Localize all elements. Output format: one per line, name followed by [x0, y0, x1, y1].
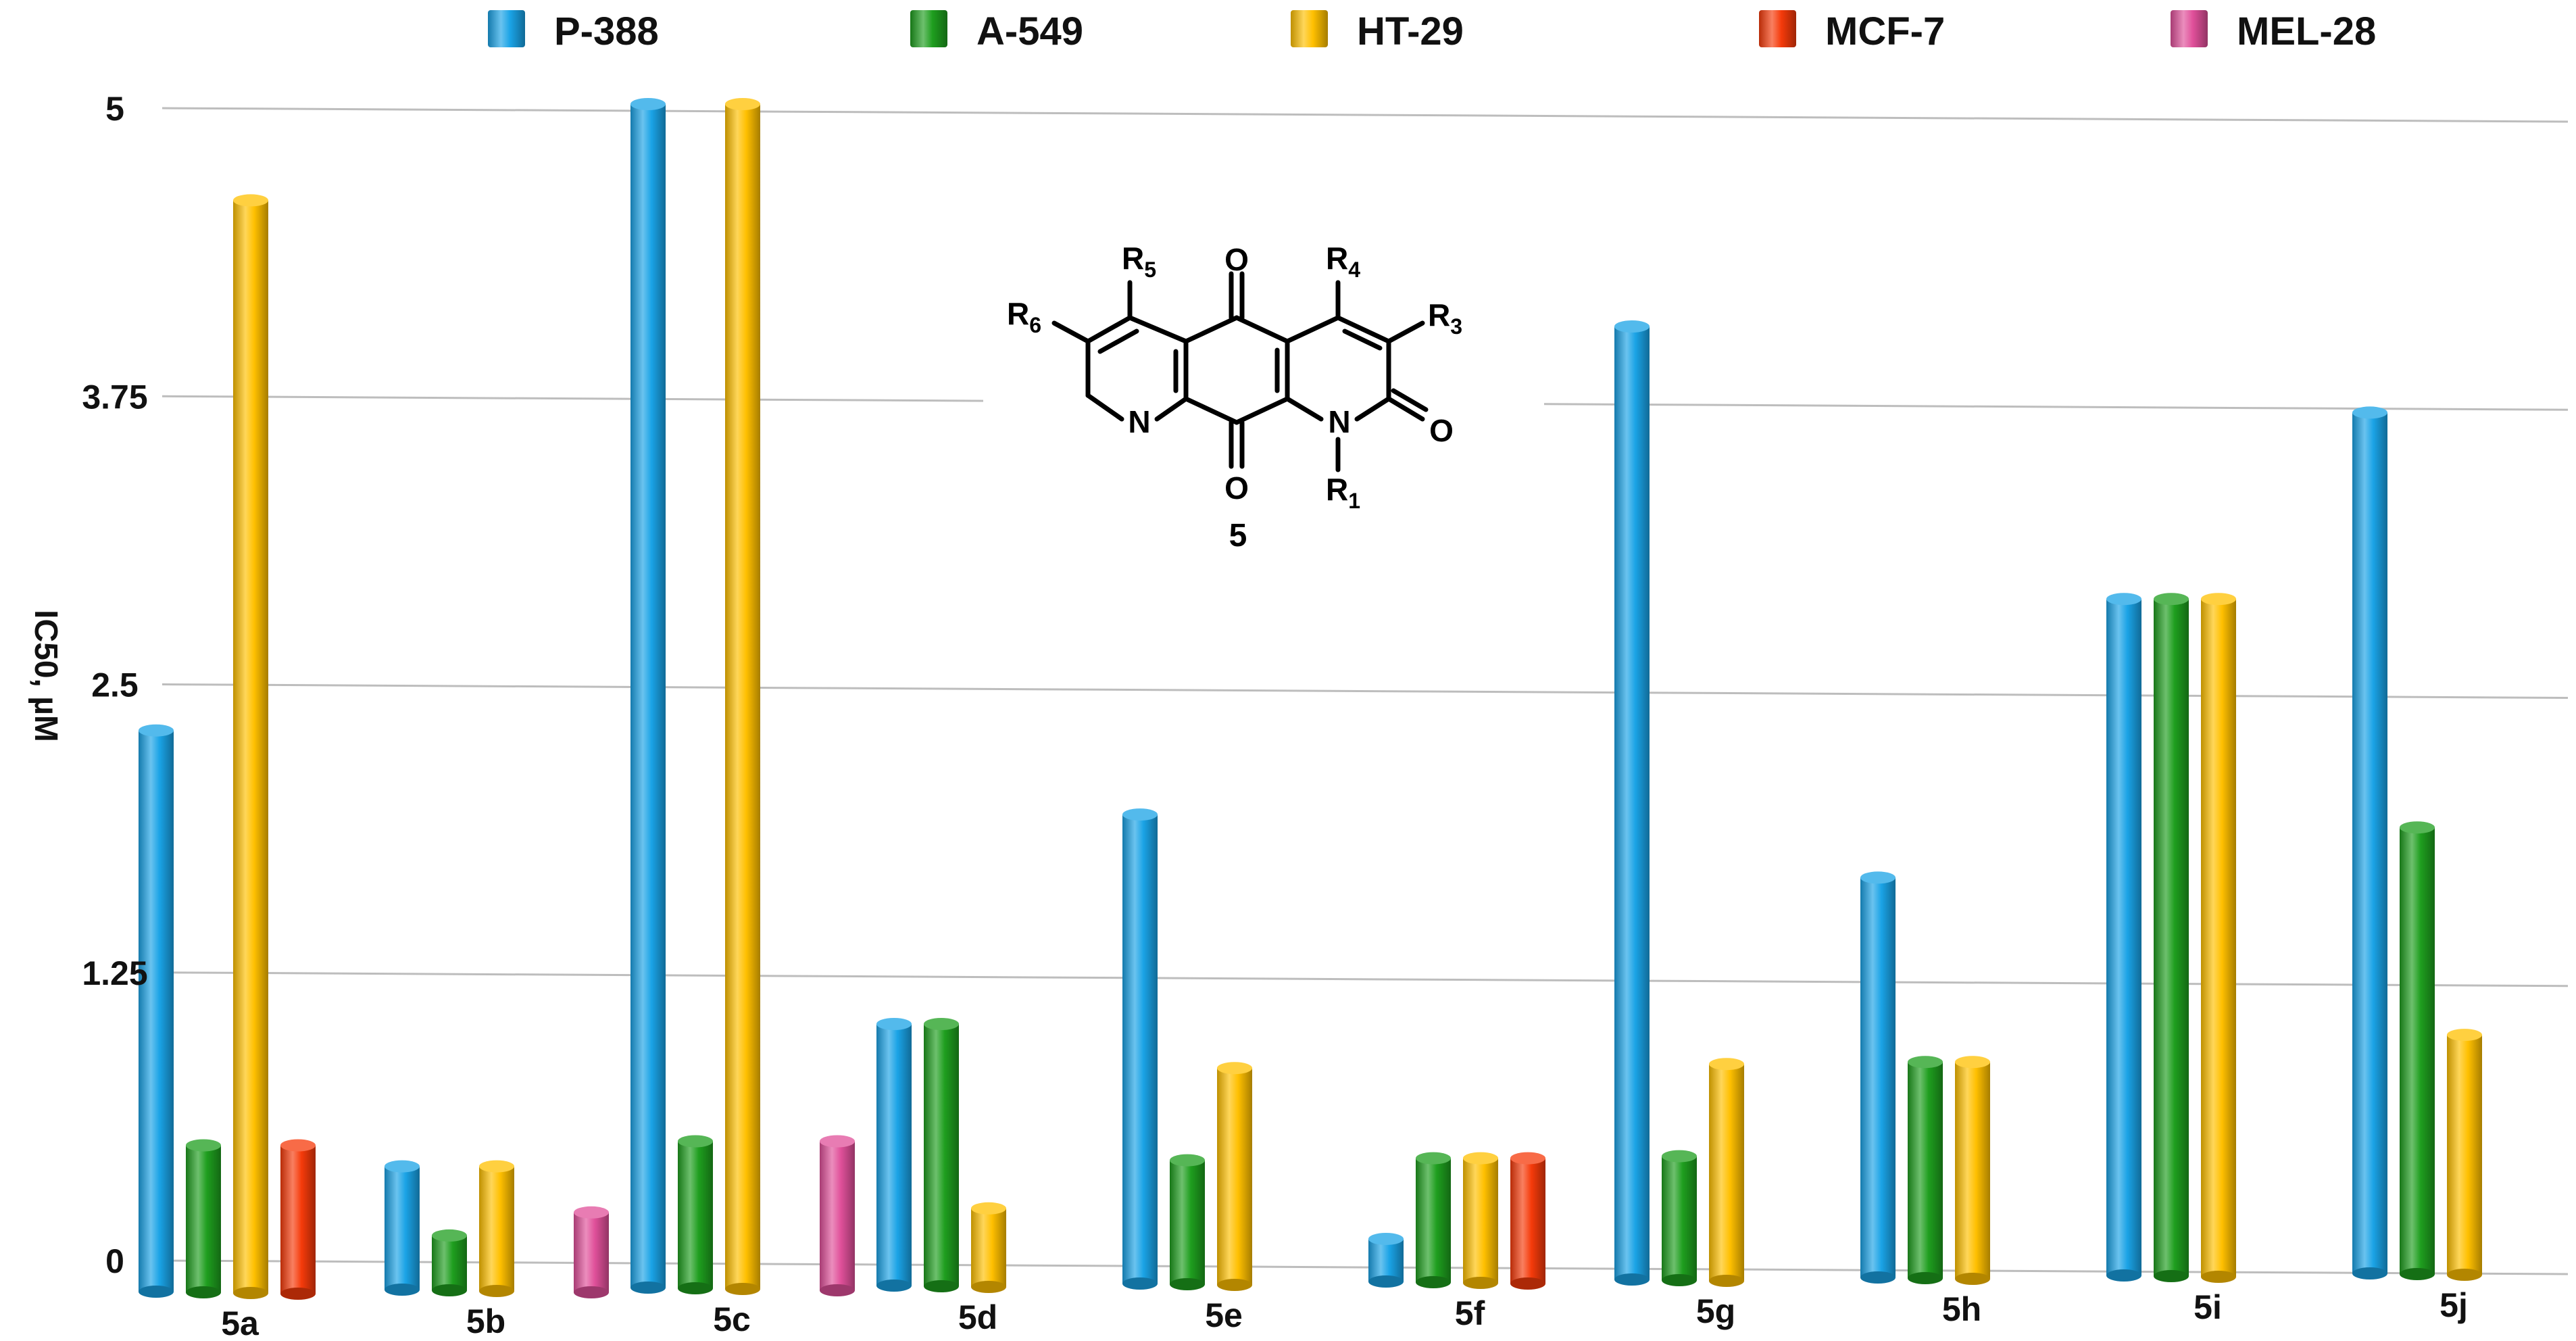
bar-a-549-5f [1416, 1152, 1451, 1288]
structure-compound-label: 5 [1229, 518, 1247, 554]
structure-r1: R1 [1326, 472, 1360, 513]
structure-r6: R6 [1007, 296, 1041, 337]
category-label-5i: 5i [2194, 1288, 2222, 1326]
bar-mcf-7-5a [280, 1139, 316, 1300]
bar-p-388-5g [1614, 320, 1650, 1286]
category-label-5d: 5d [958, 1298, 997, 1336]
structure-atom-n-left: N [1128, 404, 1150, 439]
legend-label: MCF-7 [1825, 9, 1945, 53]
bar-a-549-5e [1170, 1154, 1205, 1290]
bar-mel-28-5b [574, 1206, 609, 1298]
bar-ht-29-5f [1463, 1152, 1498, 1289]
chemical-structure: O O N N O R5 R4 R6 R3 R1 5 [983, 203, 1544, 581]
y-axis-title: IC50, µM [28, 610, 64, 742]
gridline [162, 107, 2569, 123]
legend-item-mel-28: MEL-28 [2171, 9, 2376, 53]
y-tick-label: 5 [105, 90, 124, 128]
bar-p-388-5d [876, 1018, 912, 1292]
y-tick-label: 3.75 [82, 378, 147, 416]
category-label-5c: 5c [713, 1300, 751, 1338]
bar-ht-29-5h [1955, 1056, 1990, 1285]
structure-r5: R5 [1122, 241, 1156, 282]
bar-p-388-5i [2106, 593, 2141, 1282]
bar-ht-29-5i [2201, 593, 2236, 1283]
category-label-5g: 5g [1696, 1292, 1735, 1330]
bar-a-549-5c [678, 1135, 713, 1294]
structure-atom-o-bottom: O [1224, 470, 1249, 506]
y-tick-label: 1.25 [82, 954, 147, 992]
bar-a-549-5d [924, 1018, 959, 1292]
bar-mel-28-5c [820, 1135, 855, 1296]
bar-p-388-5c [630, 98, 666, 1294]
bar-a-549-5a [186, 1139, 221, 1298]
legend-item-a-549: A-549 [910, 9, 1083, 53]
legend-label: HT-29 [1357, 9, 1464, 53]
structure-atom-o-top: O [1224, 242, 1249, 277]
bar-a-549-5b [432, 1229, 467, 1296]
y-axis-ticks: 0 1.25 2.5 3.75 5 [82, 90, 147, 1280]
bar-p-388-5a [139, 724, 174, 1298]
bar-ht-29-5d [971, 1202, 1006, 1293]
bar-ht-29-5j [2447, 1029, 2482, 1281]
legend-label: MEL-28 [2237, 9, 2376, 53]
category-label-5b: 5b [466, 1302, 505, 1340]
bar-ht-29-5g [1709, 1058, 1744, 1287]
legend-swatch [1291, 10, 1328, 47]
bar-ht-29-5c [725, 98, 760, 1295]
category-label-5a: 5a [221, 1305, 259, 1341]
bar-a-549-5j [2400, 821, 2435, 1280]
legend-label: A-549 [976, 9, 1083, 53]
y-tick-label: 2.5 [91, 666, 139, 704]
structure-atom-n-right: N [1328, 404, 1350, 439]
category-label-5j: 5j [2439, 1286, 2468, 1324]
bar-p-388-5b [385, 1160, 420, 1296]
bar-p-388-5f [1368, 1232, 1404, 1288]
category-label-5f: 5f [1455, 1294, 1485, 1332]
legend-swatch [488, 10, 525, 47]
category-labels: 5a 5b 5c 5d 5e 5f 5g 5h 5i 5j [221, 1286, 2468, 1341]
structure-r4: R4 [1326, 241, 1360, 282]
bars [139, 98, 2482, 1300]
y-tick-label: 0 [105, 1242, 124, 1280]
bar-a-549-5g [1662, 1150, 1697, 1286]
legend-swatch [2171, 10, 2208, 47]
bar-mcf-7-5f [1510, 1152, 1545, 1290]
category-label-5h: 5h [1942, 1290, 1981, 1328]
legend-item-ht-29: HT-29 [1291, 9, 1464, 53]
bar-ht-29-5b [479, 1160, 514, 1297]
bar-a-549-5i [2154, 593, 2189, 1282]
legend-label: P-388 [554, 9, 659, 53]
bar-p-388-5j [2352, 406, 2387, 1279]
structure-r3: R3 [1428, 297, 1462, 339]
bar-ht-29-5a [233, 194, 268, 1299]
legend-item-mcf-7: MCF-7 [1759, 9, 1945, 53]
bar-p-388-5e [1122, 808, 1158, 1290]
bar-ht-29-5e [1217, 1062, 1252, 1291]
structure-atom-o-right: O [1429, 413, 1454, 448]
legend: P-388 A-549 HT-29 MCF-7 MEL-28 [488, 9, 2376, 53]
category-label-5e: 5e [1205, 1296, 1243, 1334]
legend-swatch [1759, 10, 1796, 47]
bar-a-549-5h [1908, 1056, 1943, 1284]
legend-item-p-388: P-388 [488, 9, 659, 53]
structure-bonds [1051, 271, 1429, 472]
structure-backdrop [983, 203, 1544, 581]
legend-swatch [910, 10, 947, 47]
bar-p-388-5h [1860, 871, 1896, 1284]
